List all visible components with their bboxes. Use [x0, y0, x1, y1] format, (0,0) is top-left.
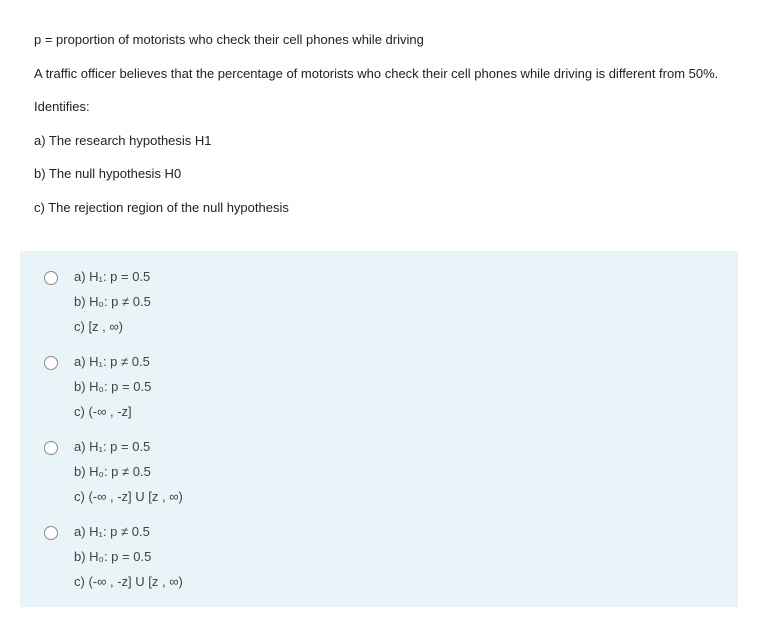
option-line-a: a) H₁: p = 0.5: [74, 269, 151, 284]
option-lines: a) H₁: p = 0.5 b) H₀: p ≠ 0.5 c) [z , ∞): [74, 269, 151, 334]
options-panel: a) H₁: p = 0.5 b) H₀: p ≠ 0.5 c) [z , ∞)…: [20, 251, 738, 607]
option-line-a: a) H₁: p = 0.5: [74, 439, 183, 454]
option-line-c: c) (-∞ , -z] U [z , ∞): [74, 489, 183, 504]
stem-line-4: a) The research hypothesis H1: [34, 131, 724, 151]
option-3[interactable]: a) H₁: p = 0.5 b) H₀: p ≠ 0.5 c) (-∞ , -…: [44, 439, 714, 504]
option-4[interactable]: a) H₁: p ≠ 0.5 b) H₀: p = 0.5 c) (-∞ , -…: [44, 524, 714, 589]
option-lines: a) H₁: p ≠ 0.5 b) H₀: p = 0.5 c) (-∞ , -…: [74, 524, 183, 589]
option-line-b: b) H₀: p ≠ 0.5: [74, 464, 183, 479]
option-line-b: b) H₀: p ≠ 0.5: [74, 294, 151, 309]
option-2[interactable]: a) H₁: p ≠ 0.5 b) H₀: p = 0.5 c) (-∞ , -…: [44, 354, 714, 419]
question-stem: p = proportion of motorists who check th…: [0, 0, 758, 251]
option-line-c: c) (-∞ , -z] U [z , ∞): [74, 574, 183, 589]
option-line-a: a) H₁: p ≠ 0.5: [74, 524, 183, 539]
radio-icon[interactable]: [44, 356, 58, 370]
option-line-a: a) H₁: p ≠ 0.5: [74, 354, 151, 369]
stem-line-6: c) The rejection region of the null hypo…: [34, 198, 724, 218]
stem-line-3: Identifies:: [34, 97, 724, 117]
radio-icon[interactable]: [44, 271, 58, 285]
radio-cell: [44, 524, 74, 543]
radio-icon[interactable]: [44, 441, 58, 455]
option-1[interactable]: a) H₁: p = 0.5 b) H₀: p ≠ 0.5 c) [z , ∞): [44, 269, 714, 334]
option-line-b: b) H₀: p = 0.5: [74, 379, 151, 394]
option-lines: a) H₁: p ≠ 0.5 b) H₀: p = 0.5 c) (-∞ , -…: [74, 354, 151, 419]
option-line-c: c) [z , ∞): [74, 319, 151, 334]
radio-cell: [44, 354, 74, 373]
stem-line-5: b) The null hypothesis H0: [34, 164, 724, 184]
radio-icon[interactable]: [44, 526, 58, 540]
option-line-c: c) (-∞ , -z]: [74, 404, 151, 419]
stem-line-2: A traffic officer believes that the perc…: [34, 64, 724, 84]
radio-cell: [44, 439, 74, 458]
radio-cell: [44, 269, 74, 288]
option-line-b: b) H₀: p = 0.5: [74, 549, 183, 564]
option-lines: a) H₁: p = 0.5 b) H₀: p ≠ 0.5 c) (-∞ , -…: [74, 439, 183, 504]
stem-line-1: p = proportion of motorists who check th…: [34, 30, 724, 50]
